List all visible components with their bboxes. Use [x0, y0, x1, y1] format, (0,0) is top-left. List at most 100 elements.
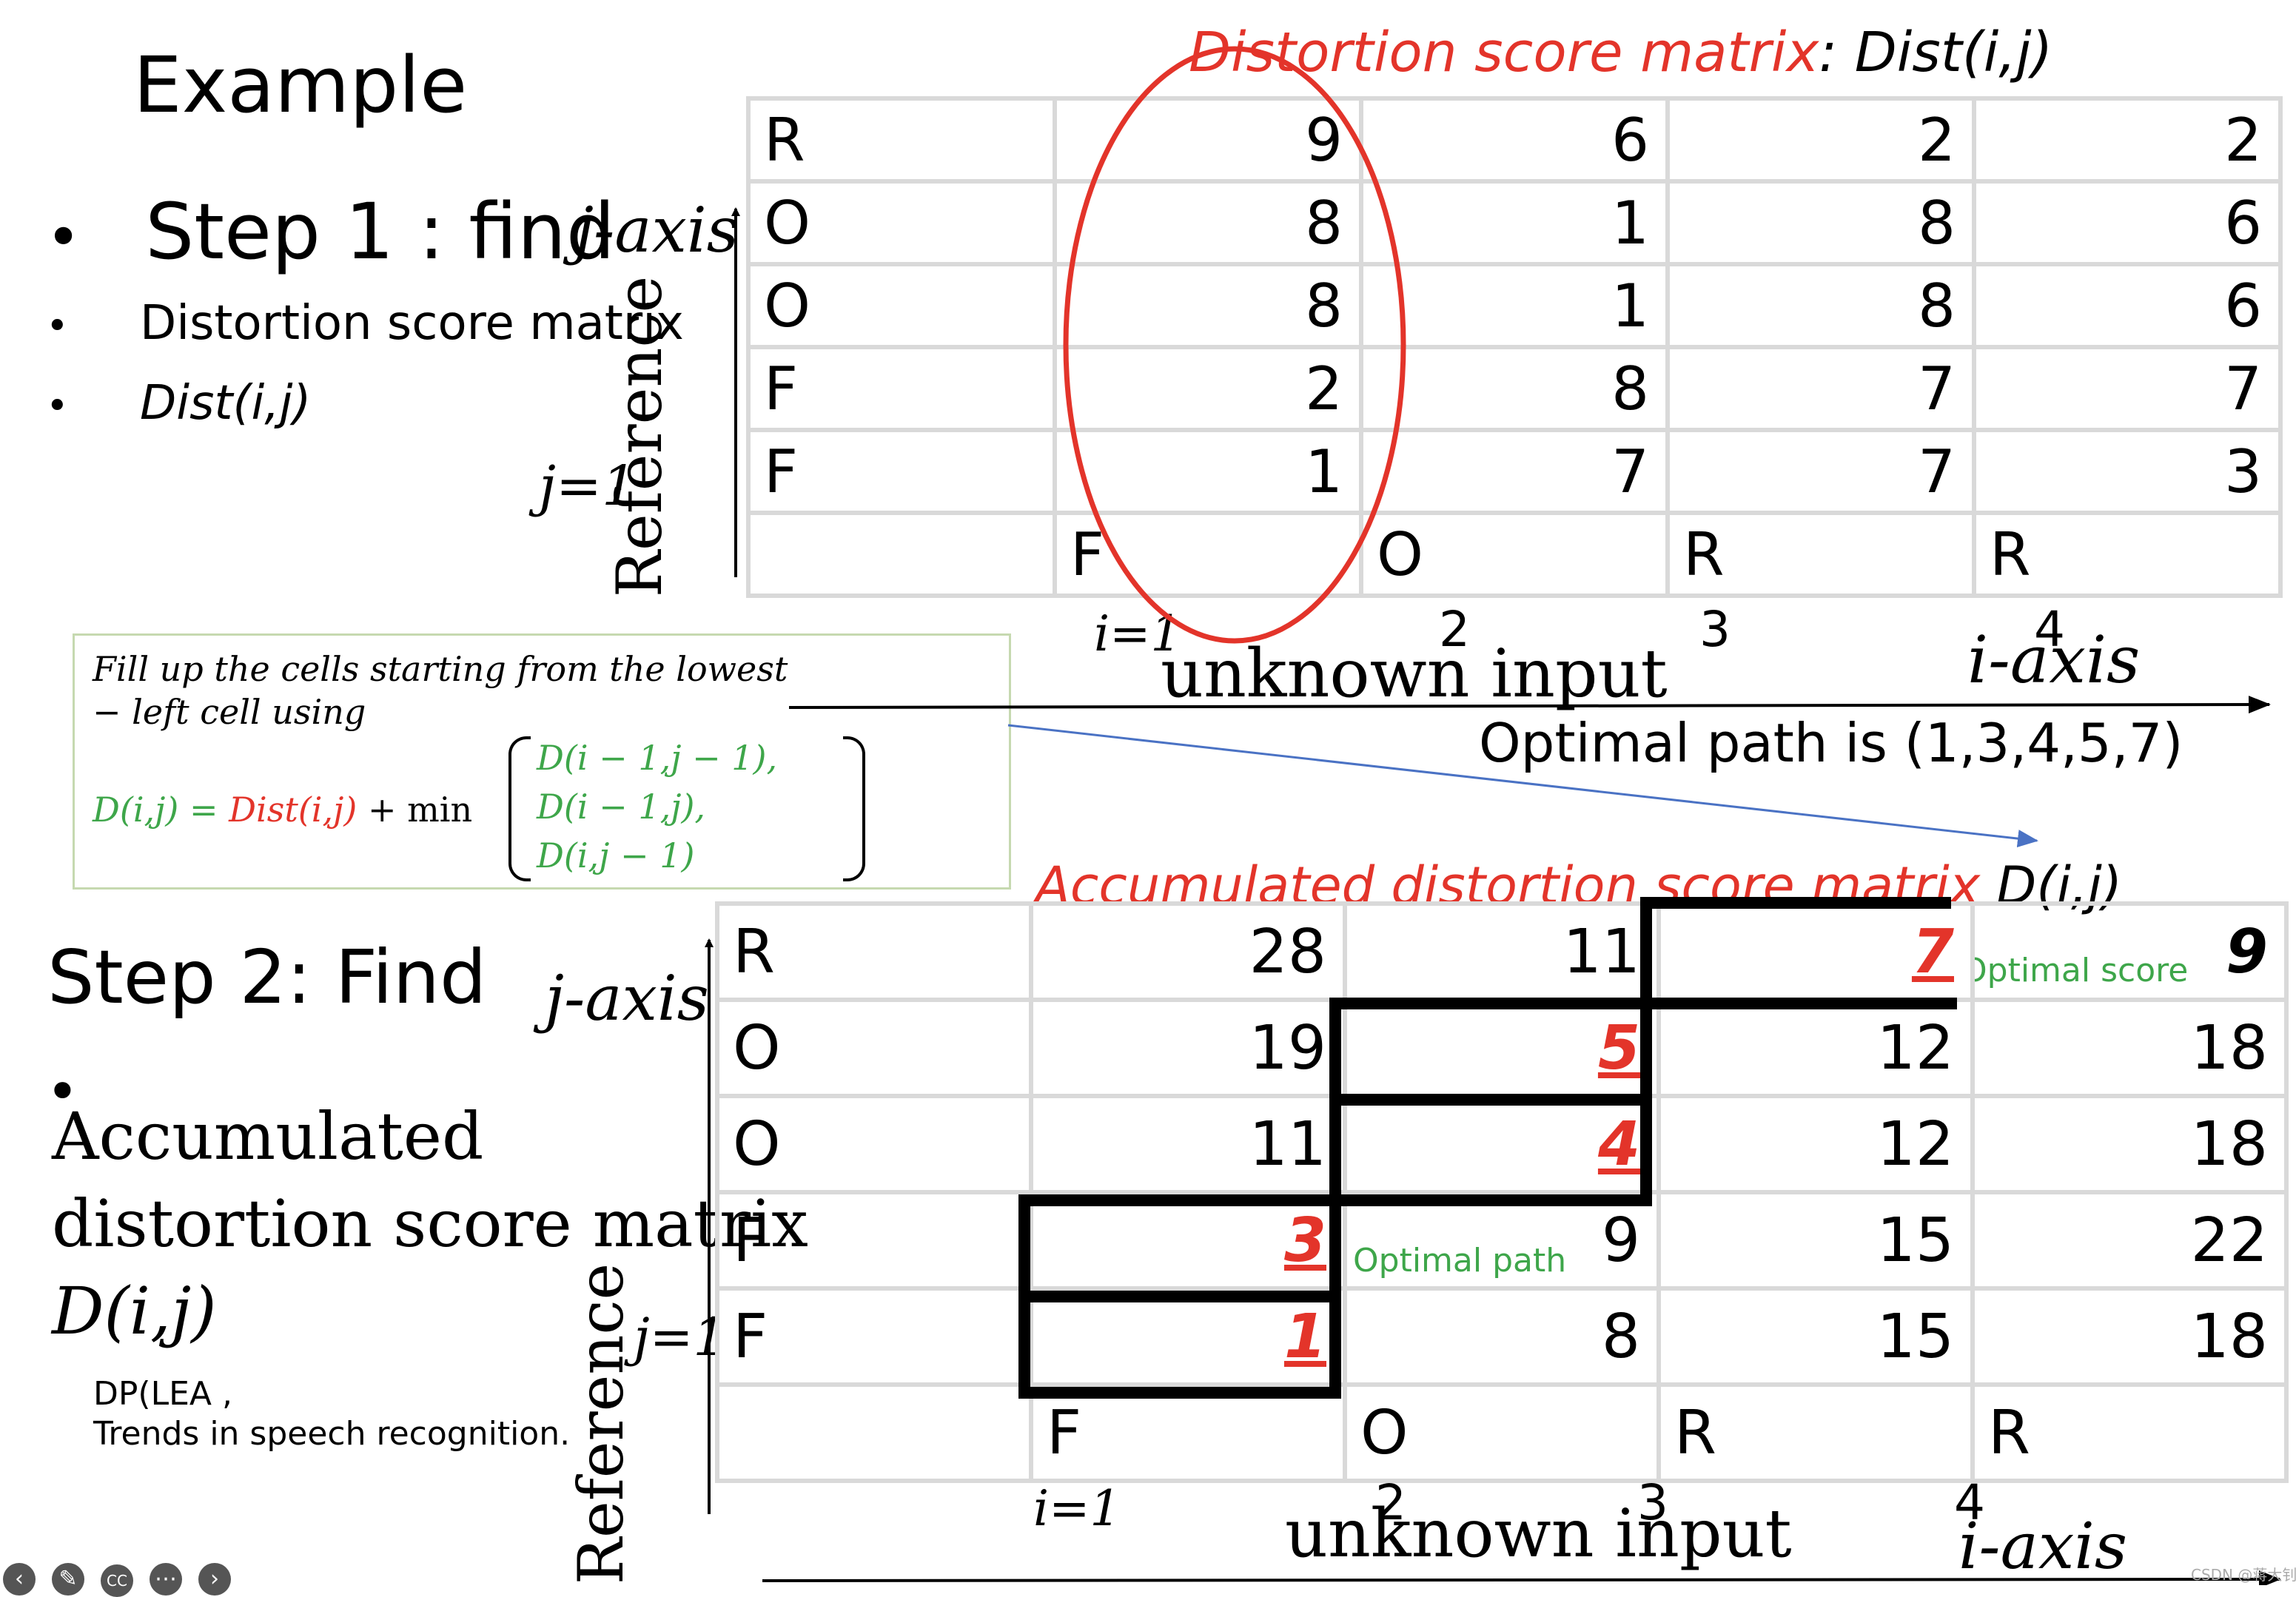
matrix-cell: 2	[1053, 345, 1363, 432]
table-row: R 28 11 7 Optimal score 9	[715, 901, 2289, 1002]
column-label: F	[1029, 1382, 1347, 1483]
table-row: F 1 7 7 3	[746, 428, 2283, 515]
matrix-cell: 7	[1656, 901, 1975, 1002]
row-label: O	[746, 179, 1057, 266]
acc-line1: Accumulated	[52, 1098, 484, 1174]
matrix-cell: 6	[1359, 96, 1670, 184]
formula-case3: D(i,j − 1)	[537, 836, 695, 875]
formula-case2: D(i − 1,j),	[537, 787, 706, 827]
empty-cell	[746, 511, 1057, 598]
formula-line1: Fill up the cells starting from the lowe…	[93, 649, 788, 689]
matrix-cell: 18	[1970, 998, 2289, 1098]
matrix-cell: 11	[1343, 901, 1661, 1002]
matrix-cell: 11	[1029, 1094, 1347, 1194]
more-icon[interactable]: ⋯	[150, 1563, 182, 1596]
matrix-cell: 7	[1359, 428, 1670, 515]
step2-bullet-glyph: •	[46, 1058, 79, 1124]
acc-line2: distortion score matrix	[52, 1186, 808, 1262]
matrix-cell: 1	[1053, 428, 1363, 515]
path-cell-value: 1	[1283, 1301, 1326, 1372]
optimal-path-label: Optimal path	[1353, 1242, 1567, 1280]
column-label: R	[1665, 511, 1976, 598]
row-label: O	[746, 262, 1057, 349]
row-label: R	[715, 901, 1033, 1002]
matrix-cell: 3	[1972, 428, 2283, 515]
matrix-cell: 8	[1359, 345, 1670, 432]
matrix-cell: 8	[1053, 262, 1363, 349]
matrix-cell: 6	[1972, 262, 2283, 349]
back-icon[interactable]: ‹	[3, 1563, 36, 1596]
top-j-axis-label: j-axis	[574, 194, 739, 266]
matrix-cell: Optimal score 9	[1970, 901, 2289, 1002]
table-row: O 8 1 8 6	[746, 179, 2283, 266]
matrix-cell: 2	[1665, 96, 1976, 184]
row-label: O	[715, 1094, 1033, 1194]
column-label-row: F O R R	[746, 511, 2283, 598]
reference-note-1: DP(LEA ,	[93, 1375, 232, 1413]
path-cell-value: 7	[1911, 916, 1954, 987]
optimal-score-label: Optimal score	[1973, 952, 2189, 989]
matrix-cell: 18	[1970, 1286, 2289, 1387]
matrix-cell: 2	[1972, 96, 2283, 184]
column-label: F	[1053, 511, 1363, 598]
step2-text: Step 2: Find	[47, 934, 487, 1021]
row-label: F	[746, 428, 1057, 515]
column-label: R	[1972, 511, 2283, 598]
matrix-cell: 8	[1665, 262, 1976, 349]
matrix-cell: 28	[1029, 901, 1347, 1002]
bottom-col-index-4: 4	[1954, 1474, 1985, 1531]
matrix-cell: 18	[1970, 1094, 2289, 1194]
matrix-cell: 9	[1053, 96, 1363, 184]
table-row: F 1 8 15 18	[715, 1286, 2289, 1387]
formula-left-brace	[508, 736, 531, 881]
bottom-i1-label: i=1	[1033, 1480, 1121, 1537]
column-label: O	[1343, 1382, 1661, 1483]
row-label: F	[746, 345, 1057, 432]
column-label: O	[1359, 511, 1670, 598]
formula-line2: − left cell using	[93, 692, 366, 732]
matrix-cell: 15	[1656, 1190, 1975, 1291]
watermark: CSDN @蒋大钊!	[2191, 1566, 2296, 1584]
presentation-toolbar: ‹ ✎ CC ⋯ ›	[3, 1563, 247, 1597]
distortion-matrix: R 9 6 2 2 O 8 1 8 6 O 8 1 8 6 F 2 8 7 7	[746, 96, 2283, 598]
pen-icon[interactable]: ✎	[52, 1563, 84, 1596]
matrix-cell: 7	[1665, 345, 1976, 432]
accumulated-matrix: R 28 11 7 Optimal score 9 O 19 5 12 18 O…	[715, 901, 2289, 1483]
table-row: O 8 1 8 6	[746, 262, 2283, 349]
top-i-axis-label: i-axis	[1967, 622, 2141, 698]
matrix-cell: 3	[1029, 1190, 1347, 1291]
column-label: R	[1970, 1382, 2289, 1483]
path-cell-value: 5	[1597, 1012, 1640, 1083]
top-col-index-3: 3	[1699, 601, 1731, 658]
matrix-cell: 15	[1656, 1286, 1975, 1387]
column-label-row: F O R R	[715, 1382, 2289, 1483]
top-col-index-2: 2	[1439, 601, 1470, 658]
matrix-cell: 5	[1343, 998, 1661, 1098]
slide-title: Example	[133, 40, 468, 130]
matrix-cell: 22	[1970, 1190, 2289, 1291]
cc-icon[interactable]: CC	[101, 1564, 133, 1597]
path-cell-value: 4	[1597, 1109, 1640, 1180]
matrix-cell: 7	[1972, 345, 2283, 432]
matrix-cell: 1	[1359, 179, 1670, 266]
matrix-cell: 4	[1343, 1094, 1661, 1194]
matrix-cell: 8	[1665, 179, 1976, 266]
row-label: F	[715, 1286, 1033, 1387]
row-label: F	[715, 1190, 1033, 1291]
bottom-unknown-input-label: unknown input	[1285, 1495, 1792, 1573]
forward-icon[interactable]: ›	[198, 1563, 231, 1596]
matrix-cell: 1	[1359, 262, 1670, 349]
matrix-cell: 12	[1656, 998, 1975, 1098]
matrix-cell: 7	[1665, 428, 1976, 515]
formula-case1: D(i − 1,j − 1),	[537, 738, 778, 778]
matrix-cell: 19	[1029, 998, 1347, 1098]
matrix-cell-value: 9	[1601, 1205, 1640, 1276]
row-label: R	[746, 96, 1057, 184]
bottom-col-index-3: 3	[1637, 1474, 1668, 1531]
bottom-j-axis-label: j-axis	[545, 962, 709, 1035]
top-j1-label: j=1	[539, 454, 637, 518]
empty-cell	[715, 1382, 1033, 1483]
bullet-dist-func: • Dist(i,j)	[46, 376, 312, 431]
bottom-j1-label: j=1	[634, 1307, 726, 1368]
top-matrix-title: Distortion score matrix: Dist(i,j)	[1189, 21, 2053, 84]
